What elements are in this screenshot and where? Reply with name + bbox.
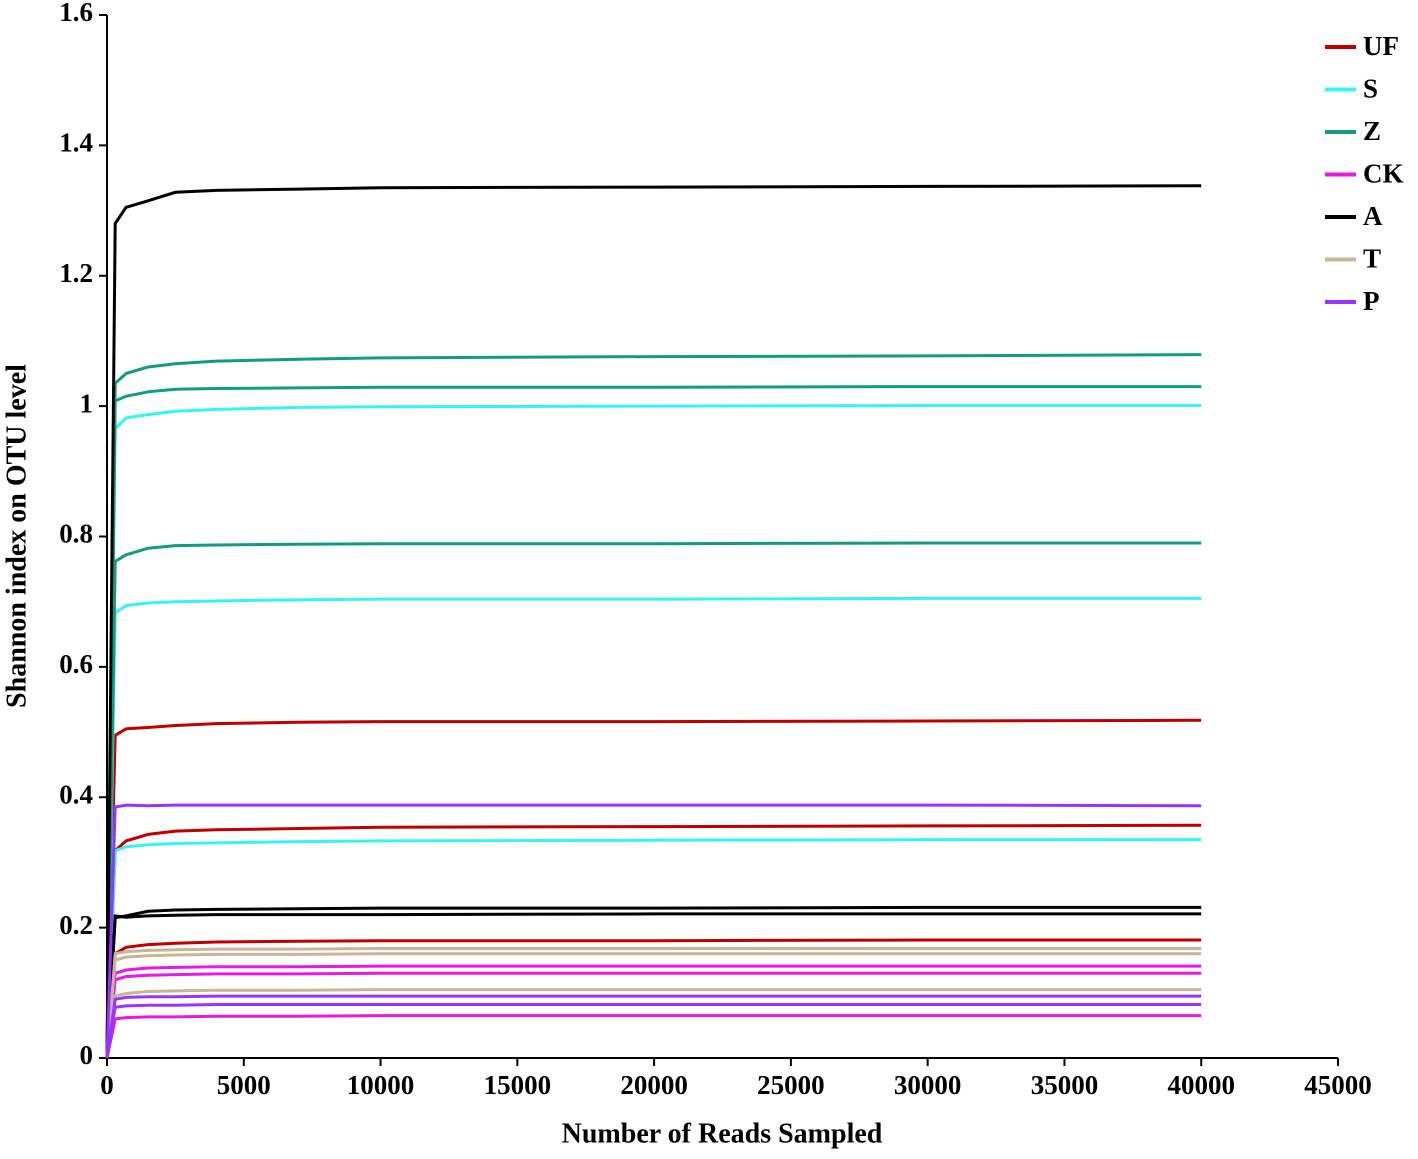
curve [105, 596, 1202, 1059]
y-tick-label: 1.2 [59, 258, 93, 288]
y-tick-label: 1.6 [59, 0, 93, 27]
y-tick-label: 1 [80, 388, 94, 418]
y-tick-label: 0.6 [59, 649, 93, 679]
legend-label: P [1363, 286, 1380, 316]
legend-label: S [1363, 74, 1378, 104]
y-axis-title: Shannon index on OTU level [1, 364, 32, 708]
curve [105, 964, 1202, 1059]
curve [105, 823, 1202, 1059]
x-tick-label: 30000 [894, 1070, 962, 1100]
curve [105, 988, 1202, 1059]
x-tick-label: 10000 [347, 1070, 415, 1100]
x-tick-label: 15000 [484, 1070, 552, 1100]
x-tick-label: 45000 [1304, 1070, 1372, 1100]
legend-label: Z [1363, 116, 1381, 146]
curve [105, 404, 1202, 1059]
curve [105, 838, 1202, 1059]
x-tick-label: 40000 [1167, 1070, 1235, 1100]
curve [105, 718, 1202, 1059]
y-tick-label: 0.2 [59, 910, 93, 940]
curve [105, 541, 1202, 1059]
curve [105, 938, 1202, 1059]
x-axis-title: Number of Reads Sampled [562, 1118, 883, 1149]
legend-label: A [1363, 201, 1383, 231]
x-tick-label: 5000 [217, 1070, 271, 1100]
curve [105, 1003, 1202, 1059]
x-tick-label: 0 [100, 1070, 114, 1100]
y-tick-label: 0.4 [59, 779, 93, 809]
x-tick-label: 20000 [620, 1070, 688, 1100]
curve [105, 952, 1202, 1059]
curve [105, 971, 1202, 1059]
y-tick-label: 1.4 [59, 128, 93, 158]
curve [105, 385, 1202, 1059]
legend-label: UF [1363, 31, 1399, 61]
curve [105, 803, 1202, 1059]
y-tick-label: 0.8 [59, 519, 93, 549]
curve [105, 905, 1202, 1059]
legend-label: CK [1363, 159, 1404, 189]
curve [105, 994, 1202, 1059]
x-tick-label: 25000 [757, 1070, 825, 1100]
curve [105, 184, 1202, 1059]
x-tick-label: 35000 [1031, 1070, 1099, 1100]
curve [105, 912, 1202, 1059]
legend-label: T [1363, 244, 1381, 274]
y-tick-label: 0 [80, 1040, 94, 1070]
curve [105, 947, 1202, 1059]
curve [105, 353, 1202, 1059]
curve [105, 1014, 1202, 1059]
